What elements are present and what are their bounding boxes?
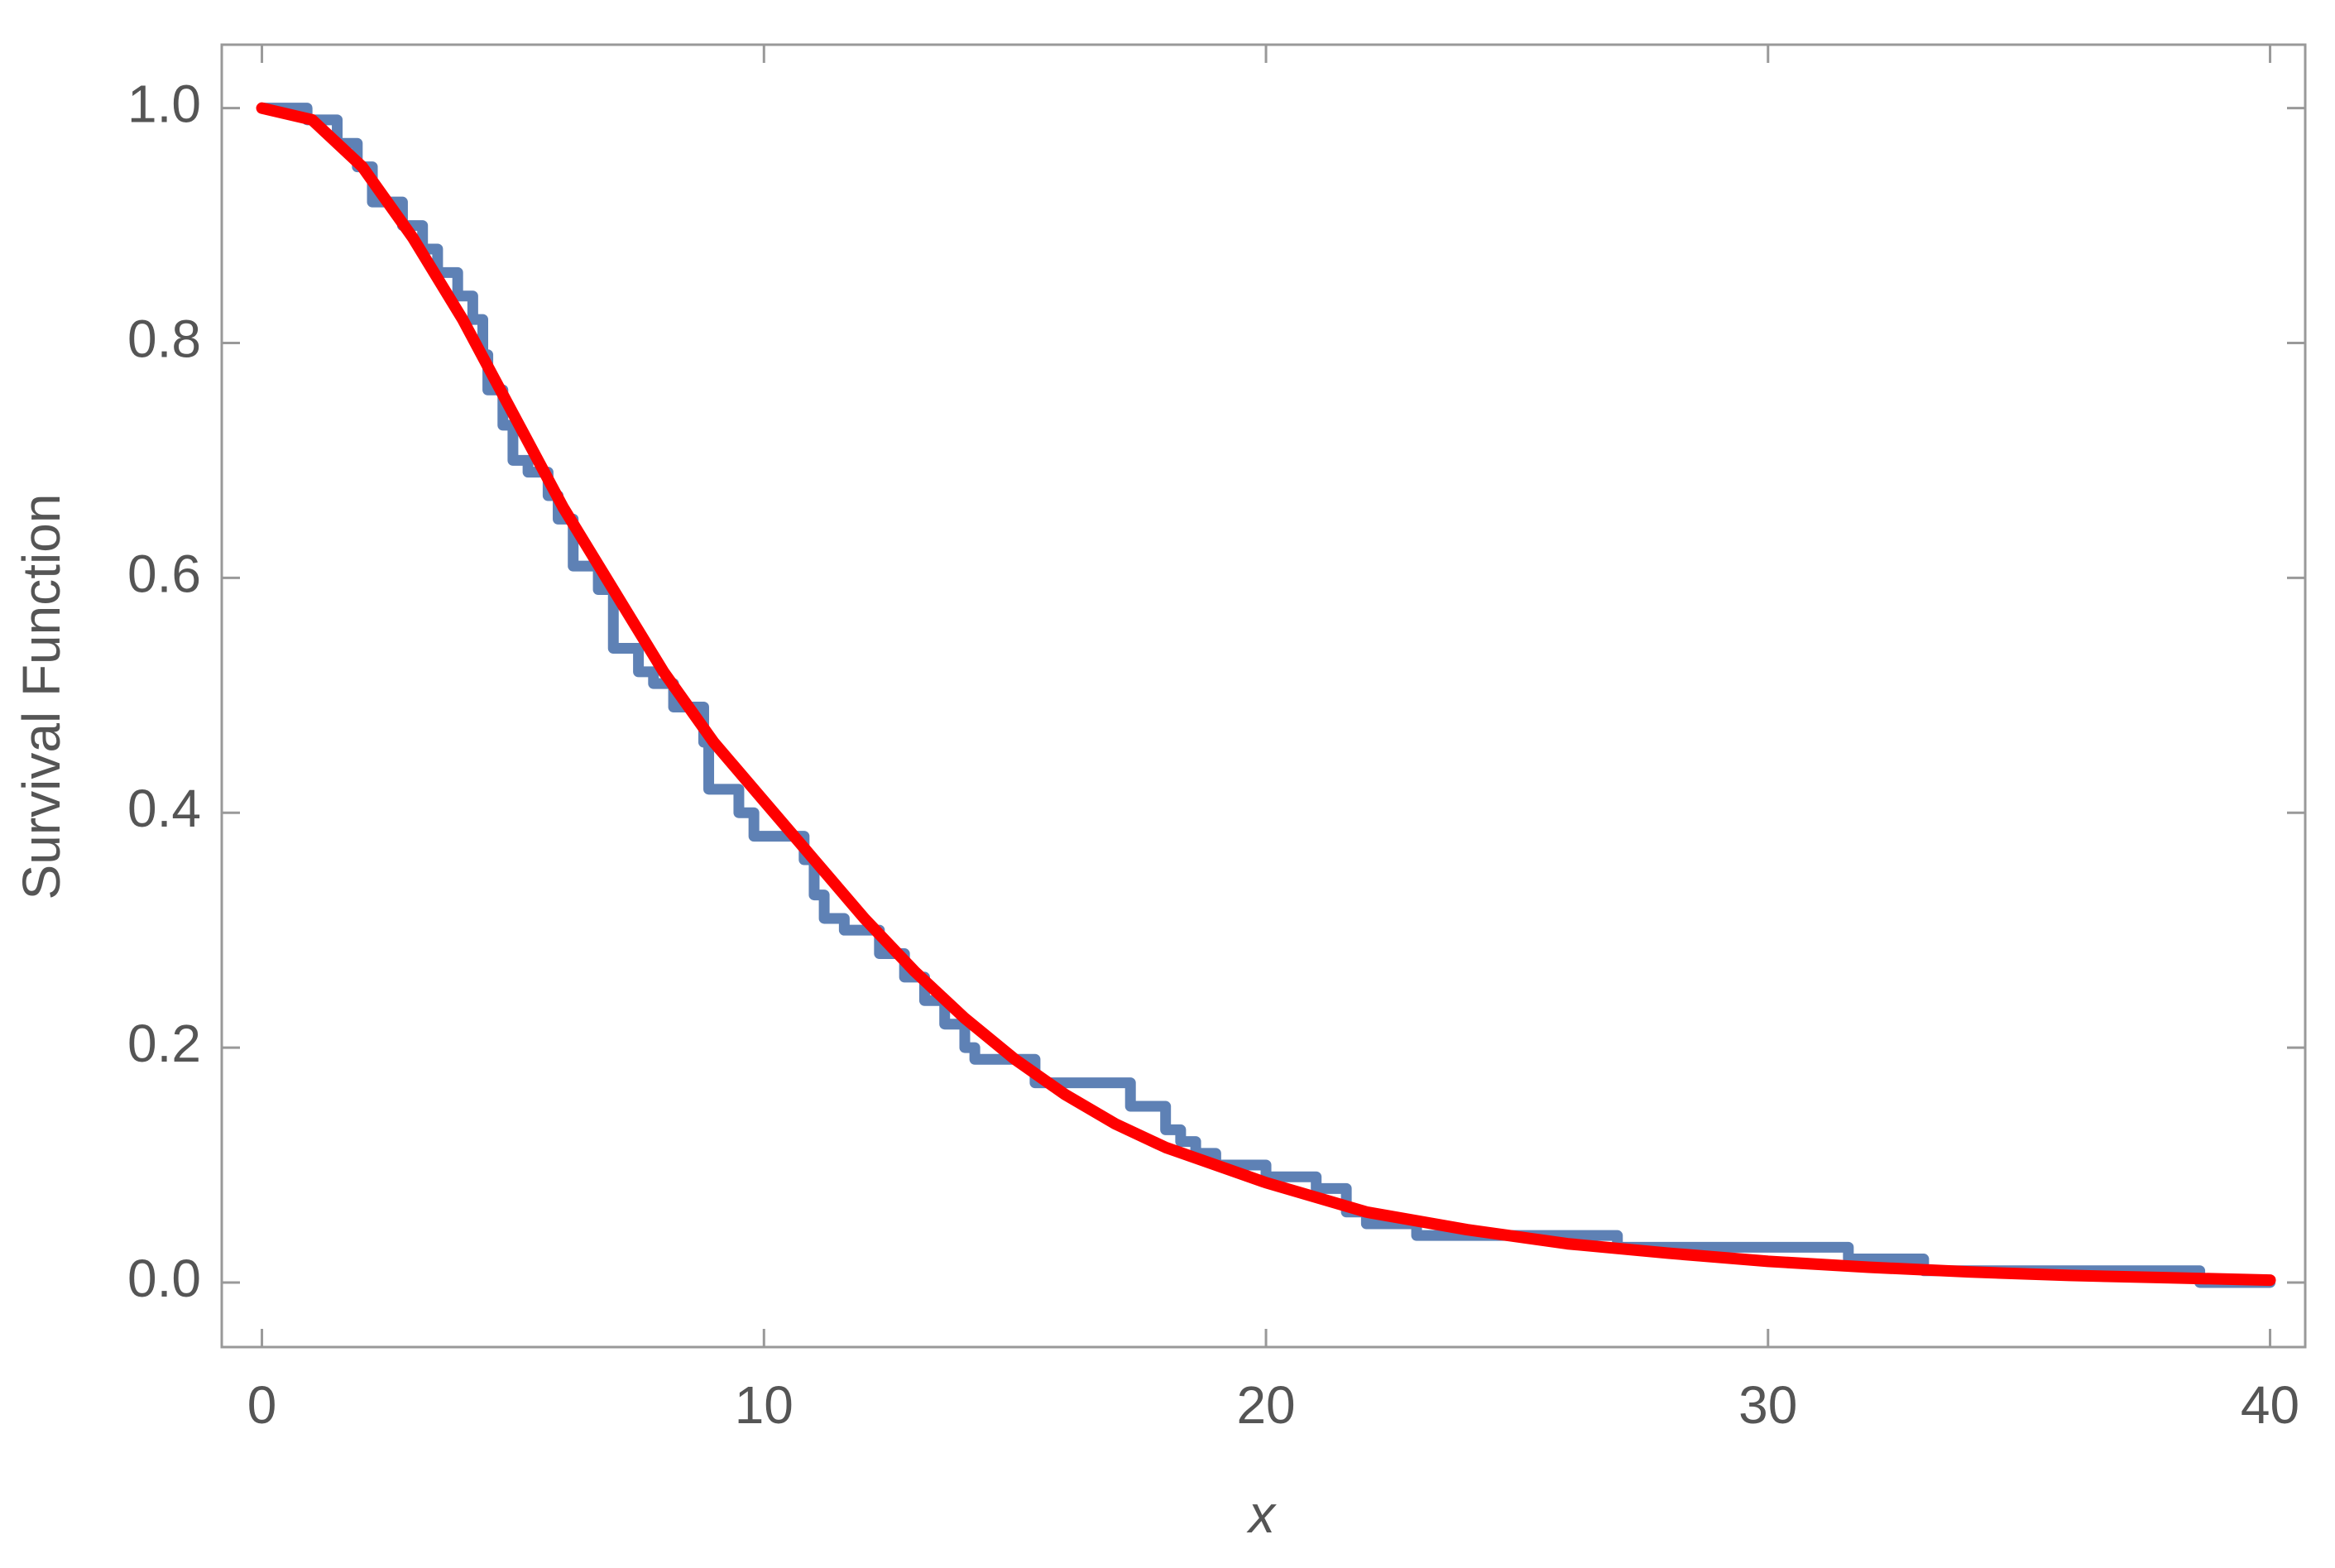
x-axis-label: x <box>1246 1484 1277 1544</box>
x-tick-label: 10 <box>735 1375 794 1435</box>
y-tick-label: 0.8 <box>127 309 201 368</box>
x-tick-label: 20 <box>1236 1375 1295 1435</box>
step-line <box>257 103 2276 1288</box>
x-tick-label: 40 <box>2241 1375 2299 1435</box>
y-tick-label: 0.2 <box>127 1014 201 1073</box>
x-tick-label: 0 <box>247 1375 277 1435</box>
plot-frame <box>220 43 2307 1349</box>
x-tick-label: 30 <box>1738 1375 1797 1435</box>
y-axis-label: Survival Function <box>12 494 71 900</box>
y-tick-label: 0.4 <box>127 779 201 838</box>
y-tick-label: 1.0 <box>127 74 201 134</box>
fit-curve <box>256 102 2276 1287</box>
y-tick-label: 0.6 <box>127 544 201 603</box>
y-tick-label: 0.0 <box>127 1249 201 1308</box>
